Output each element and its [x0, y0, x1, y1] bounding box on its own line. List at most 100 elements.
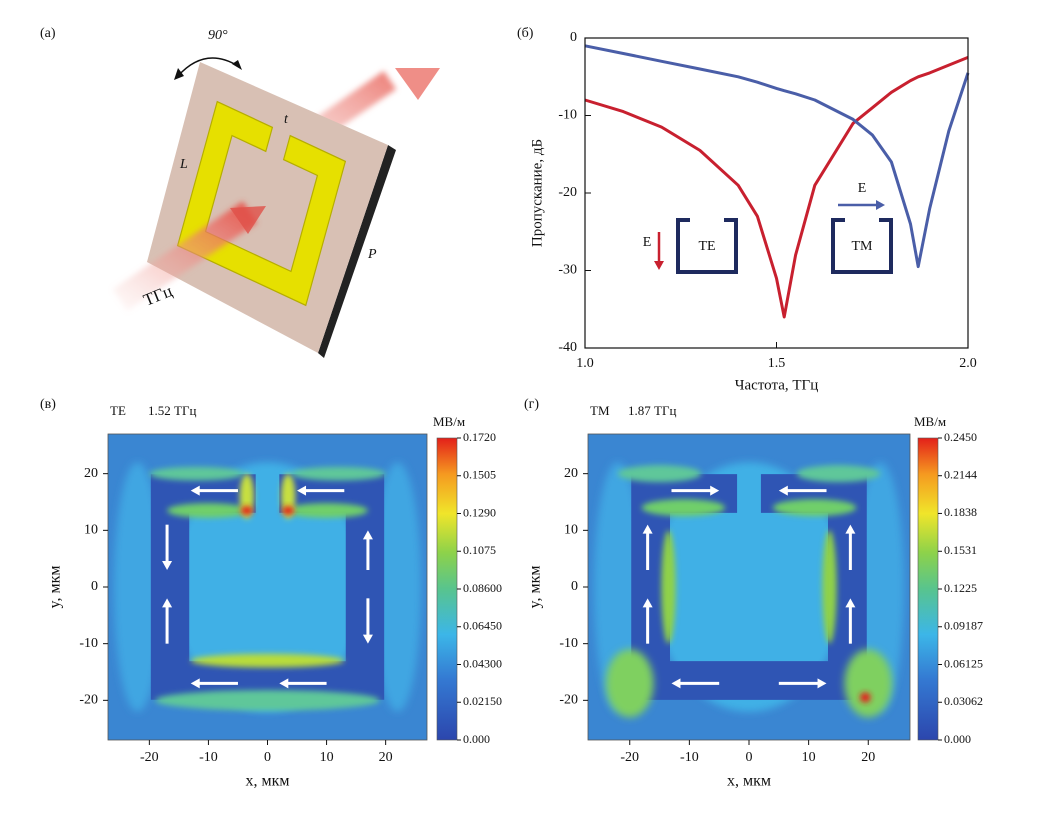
plate-edge [318, 145, 396, 358]
field-glow [240, 505, 253, 516]
frequency-label: 1.52 ТГц [148, 403, 196, 418]
arrow [654, 232, 664, 270]
angle-label: 90° [208, 28, 228, 43]
colorbar-tick-label: 0.08600 [463, 581, 502, 595]
arrow [671, 678, 720, 689]
x-tick-label: 10 [320, 750, 334, 765]
arrow-head [162, 598, 173, 608]
field-glow [149, 466, 244, 481]
outgoing-arrowhead [395, 68, 440, 100]
x-tick-label: -20 [140, 750, 159, 765]
y-tick-label: -20 [79, 693, 98, 708]
x-axis-label: x, мкм [245, 773, 289, 790]
colorbar-tick-label: 0.03062 [944, 694, 983, 708]
arrow-head [671, 678, 681, 689]
arrow [845, 524, 856, 570]
arrow [190, 678, 238, 689]
field-glow [291, 466, 386, 481]
y-axis-label: y, мкм [527, 566, 544, 609]
colorbar-tick-label: 0.2144 [944, 467, 977, 481]
arrow-head [190, 678, 200, 689]
x-tick-label: 0 [746, 750, 753, 765]
arrow-head [710, 485, 720, 496]
field-glow [653, 462, 845, 712]
y-axis-label: Пропускание, дБ [529, 139, 545, 247]
arrow [362, 598, 373, 644]
arrow-head [642, 598, 653, 608]
rotation-head [232, 60, 242, 70]
arrow-head [654, 261, 664, 270]
field-glow [844, 649, 893, 718]
arrow-head [279, 678, 289, 689]
y-tick-label: -30 [558, 263, 577, 278]
arrow-head [817, 678, 827, 689]
y-tick-label: -10 [558, 108, 577, 123]
colorbar-tick-label: 0.1290 [463, 505, 496, 519]
y-tick-label: -40 [558, 340, 577, 355]
colorbar-tick-label: 0.1531 [944, 543, 977, 557]
y-tick-label: 0 [571, 579, 578, 594]
x-tick-label: -20 [620, 750, 639, 765]
arrow-head [845, 598, 856, 608]
field-glow [167, 503, 250, 518]
field-glow [859, 692, 871, 703]
y-tick-label: 10 [564, 523, 578, 538]
incoming-arrowhead [230, 206, 266, 234]
field-glow [373, 462, 422, 712]
arrow [162, 598, 173, 644]
y-tick-label: -10 [79, 636, 98, 651]
field-glow [172, 462, 363, 712]
arrow-head [362, 634, 373, 644]
x-tick-label: 1.0 [576, 356, 594, 371]
field-map [108, 434, 427, 740]
field-glow [190, 653, 345, 668]
colorbar-tick-label: 0.02150 [463, 694, 502, 708]
y-tick-label: -20 [559, 693, 578, 708]
arrow-head [190, 485, 200, 496]
x-tick-label: 2.0 [959, 356, 977, 371]
ring-metal [150, 474, 385, 700]
arrow-head [162, 561, 173, 570]
field-label: E [858, 181, 867, 196]
field-glow [822, 530, 837, 644]
colorbar-tick-label: 0.1225 [944, 581, 977, 595]
y-tick-label: -20 [558, 185, 577, 200]
series-line [584, 56, 969, 319]
colorbar-tick-label: 0.1720 [463, 430, 496, 444]
mode-label: TE [110, 403, 126, 418]
colorbar-tick-label: 0.06450 [463, 619, 502, 633]
x-tick-label: 20 [379, 750, 393, 765]
ring-inset [676, 218, 738, 274]
y-tick-label: 20 [84, 466, 98, 481]
arrow [778, 678, 827, 689]
mode-label: TM [852, 239, 874, 254]
gap-label: t [284, 112, 289, 127]
field-map [588, 434, 910, 740]
y-tick-label: 0 [91, 579, 98, 594]
arrow-head [778, 485, 788, 496]
arrow [162, 524, 173, 570]
arrow [297, 485, 345, 496]
series-line [584, 44, 970, 269]
x-tick-label: -10 [680, 750, 699, 765]
y-tick-label: 10 [84, 523, 98, 538]
panel-label: (а) [40, 26, 56, 41]
arrow [190, 485, 238, 496]
arrow [642, 598, 653, 644]
field-glow [772, 499, 857, 517]
arrow [845, 598, 856, 644]
panel-label: (б) [517, 26, 534, 41]
y-tick-label: 0 [570, 30, 577, 45]
colorbar-tick-label: 0.1075 [463, 543, 496, 557]
arrow [279, 678, 327, 689]
arrow-head [362, 530, 373, 540]
plate [147, 62, 388, 353]
field-glow [641, 499, 726, 517]
colorbar-tick-label: 0.2450 [944, 430, 977, 444]
arrow-head [876, 200, 885, 210]
colorbar-unit: МВ/м [433, 414, 465, 429]
y-axis-label: y, мкм [47, 566, 64, 609]
x-tick-label: 20 [861, 750, 875, 765]
colorbar-unit: МВ/м [914, 414, 946, 429]
